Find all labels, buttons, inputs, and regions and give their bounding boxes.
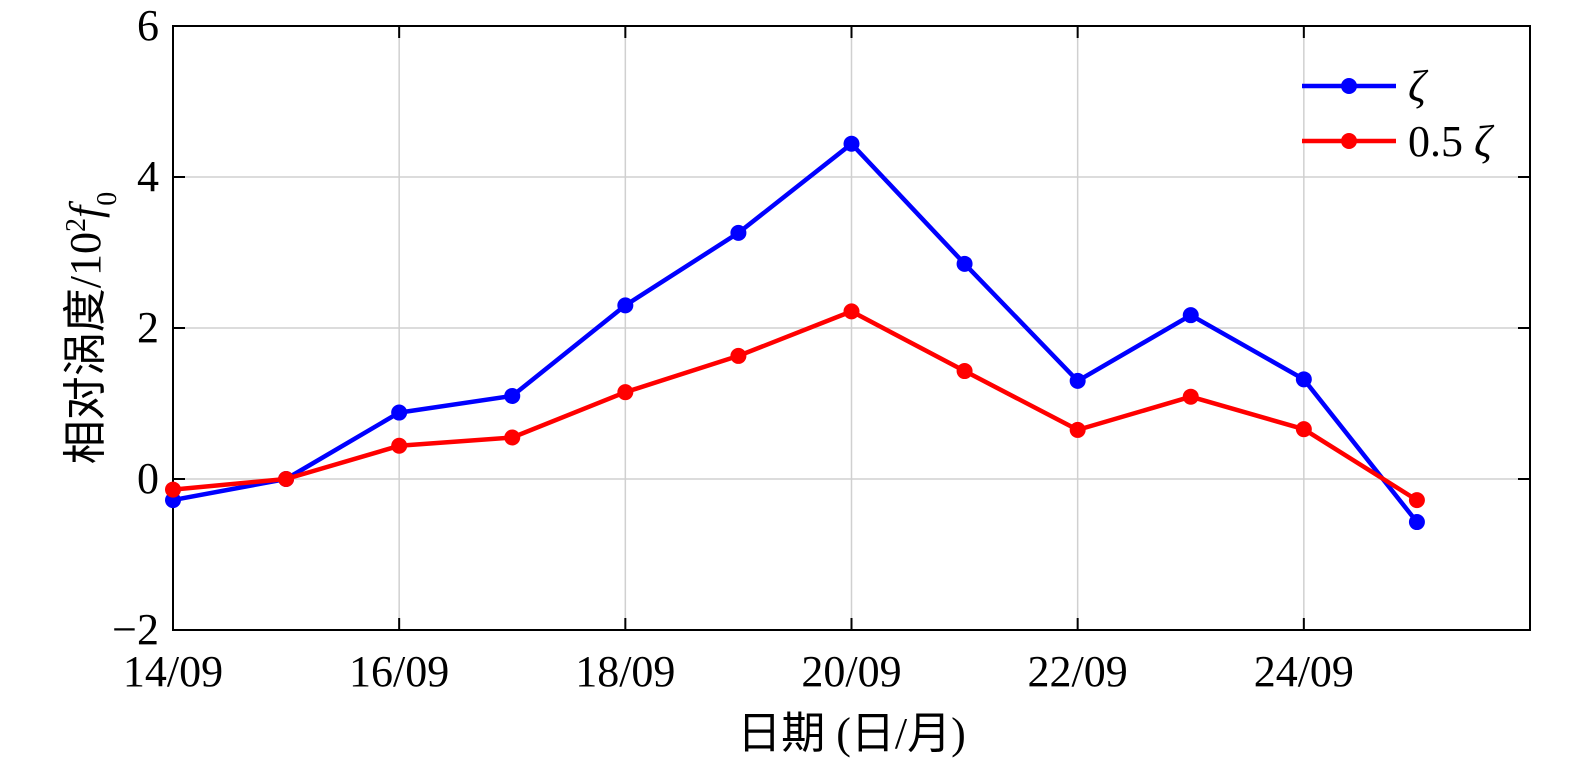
axis-ticks: −2 0 2 4 6 14/09 16/09 18/09 20/09 22/09 24/09 bbox=[112, 1, 1530, 696]
x-tick-label: 16/09 bbox=[349, 647, 449, 696]
data-point bbox=[391, 404, 408, 421]
y-tick-label: 2 bbox=[137, 303, 159, 352]
legend-item: 0.5 ζ bbox=[1302, 117, 1495, 166]
data-point bbox=[504, 387, 521, 404]
x-axis-title: 日期 (日/月) bbox=[737, 709, 966, 758]
data-point bbox=[730, 224, 747, 241]
x-tick-label: 24/09 bbox=[1254, 647, 1354, 696]
y-tick-label: 0 bbox=[137, 454, 159, 503]
data-point bbox=[504, 429, 521, 446]
data-point bbox=[617, 297, 634, 314]
legend-swatch-marker bbox=[1341, 133, 1357, 149]
series-line bbox=[172, 141, 1419, 524]
x-tick-label: 22/09 bbox=[1028, 647, 1128, 696]
grid bbox=[173, 26, 1530, 630]
series-half-zeta bbox=[165, 303, 1425, 509]
data-point bbox=[730, 347, 747, 364]
y-tick-label: −2 bbox=[112, 605, 159, 654]
legend-label: 0.5 ζ bbox=[1408, 117, 1495, 166]
data-point bbox=[843, 135, 860, 152]
legend: ζ 0.5 ζ bbox=[1302, 62, 1495, 166]
data-point bbox=[391, 437, 408, 454]
legend-label: ζ bbox=[1408, 62, 1429, 111]
x-tick-label: 20/09 bbox=[801, 647, 901, 696]
data-point bbox=[1069, 421, 1086, 438]
data-point bbox=[1182, 388, 1199, 405]
data-point bbox=[1408, 514, 1425, 531]
y-tick-label: 4 bbox=[137, 152, 159, 201]
data-point bbox=[956, 363, 973, 380]
data-point bbox=[843, 303, 860, 320]
data-point bbox=[278, 471, 295, 487]
data-point bbox=[1182, 307, 1199, 324]
data-point bbox=[165, 481, 181, 498]
data-point bbox=[1408, 492, 1425, 509]
x-tick-label: 14/09 bbox=[123, 647, 223, 696]
data-point bbox=[956, 255, 973, 272]
y-axis-title-subscript: 0 bbox=[92, 192, 123, 206]
data-point bbox=[1069, 372, 1086, 389]
data-point bbox=[1295, 421, 1312, 438]
series-line bbox=[172, 309, 1419, 503]
y-axis-title: 相对涡度/102f0 bbox=[61, 192, 123, 464]
y-axis-title-exponent: 2 bbox=[61, 218, 92, 232]
data-point bbox=[1295, 371, 1312, 388]
y-tick-label: 6 bbox=[137, 1, 159, 50]
x-tick-label: 18/09 bbox=[575, 647, 675, 696]
data-point bbox=[617, 384, 634, 401]
legend-swatch-marker bbox=[1341, 78, 1357, 94]
legend-item: ζ bbox=[1302, 62, 1429, 111]
series-layer bbox=[165, 135, 1425, 531]
y-axis-title-main: 相对涡度/10 bbox=[61, 232, 110, 464]
